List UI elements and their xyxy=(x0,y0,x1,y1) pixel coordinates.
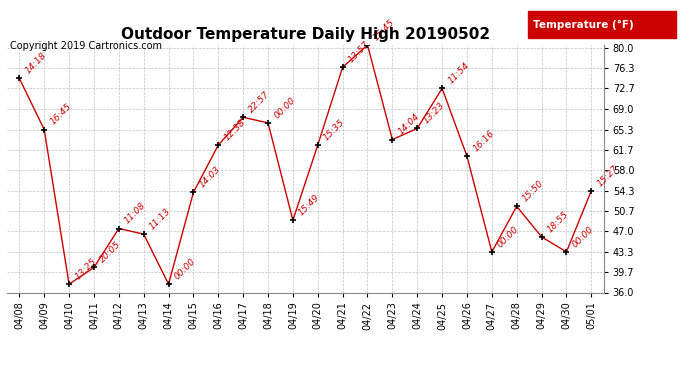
Text: 14:04: 14:04 xyxy=(397,112,422,137)
Text: 11:54: 11:54 xyxy=(446,61,471,86)
Text: 14:03: 14:03 xyxy=(197,165,222,190)
Text: 13:57: 13:57 xyxy=(347,40,371,64)
Text: 11:13: 11:13 xyxy=(148,207,172,231)
Text: 13:25: 13:25 xyxy=(73,256,98,281)
Text: 16:45: 16:45 xyxy=(48,102,73,127)
Text: 22:57: 22:57 xyxy=(247,90,272,114)
Text: 15:35: 15:35 xyxy=(322,118,346,142)
Text: 15:49: 15:49 xyxy=(297,193,322,217)
Text: 12:38: 12:38 xyxy=(222,118,247,142)
Text: 15:27: 15:27 xyxy=(595,163,620,188)
Text: 16:16: 16:16 xyxy=(471,129,496,153)
Text: 00:00: 00:00 xyxy=(571,224,595,249)
Text: 15:45: 15:45 xyxy=(372,18,397,42)
Text: 00:00: 00:00 xyxy=(272,95,297,120)
Text: 11:08: 11:08 xyxy=(123,201,148,226)
Text: 15:50: 15:50 xyxy=(521,179,546,204)
Text: 00:00: 00:00 xyxy=(496,224,521,249)
Text: Copyright 2019 Cartronics.com: Copyright 2019 Cartronics.com xyxy=(10,41,162,51)
Title: Outdoor Temperature Daily High 20190502: Outdoor Temperature Daily High 20190502 xyxy=(121,27,490,42)
Text: 18:55: 18:55 xyxy=(546,209,571,234)
Text: Temperature (°F): Temperature (°F) xyxy=(533,20,634,30)
Text: 20:05: 20:05 xyxy=(98,240,123,265)
Text: 13:23: 13:23 xyxy=(422,101,446,126)
Text: 00:00: 00:00 xyxy=(172,256,197,281)
Text: 14:18: 14:18 xyxy=(23,51,48,76)
